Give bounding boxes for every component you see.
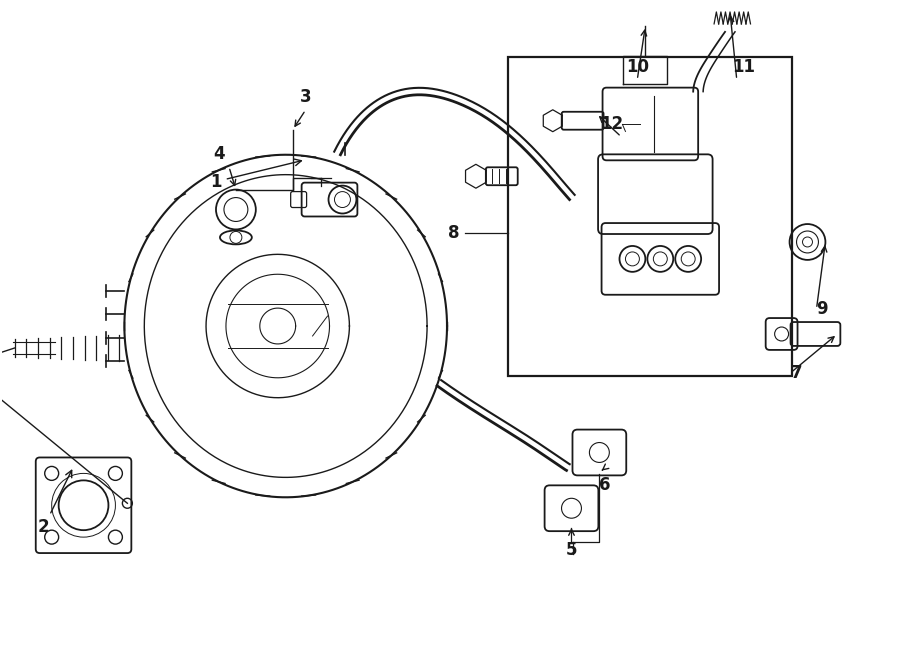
- Text: 5: 5: [566, 541, 577, 559]
- Text: 2: 2: [38, 471, 72, 536]
- Text: 7: 7: [790, 364, 802, 382]
- Text: 10: 10: [626, 58, 649, 76]
- Text: 11: 11: [733, 58, 755, 76]
- Text: 12: 12: [599, 115, 623, 133]
- Text: 4: 4: [213, 145, 225, 163]
- Text: 3: 3: [300, 88, 311, 106]
- Text: 1: 1: [211, 159, 302, 190]
- Text: 9: 9: [816, 300, 828, 318]
- Text: 8: 8: [448, 225, 460, 243]
- Bar: [508, 57, 792, 376]
- Text: 6: 6: [598, 477, 610, 494]
